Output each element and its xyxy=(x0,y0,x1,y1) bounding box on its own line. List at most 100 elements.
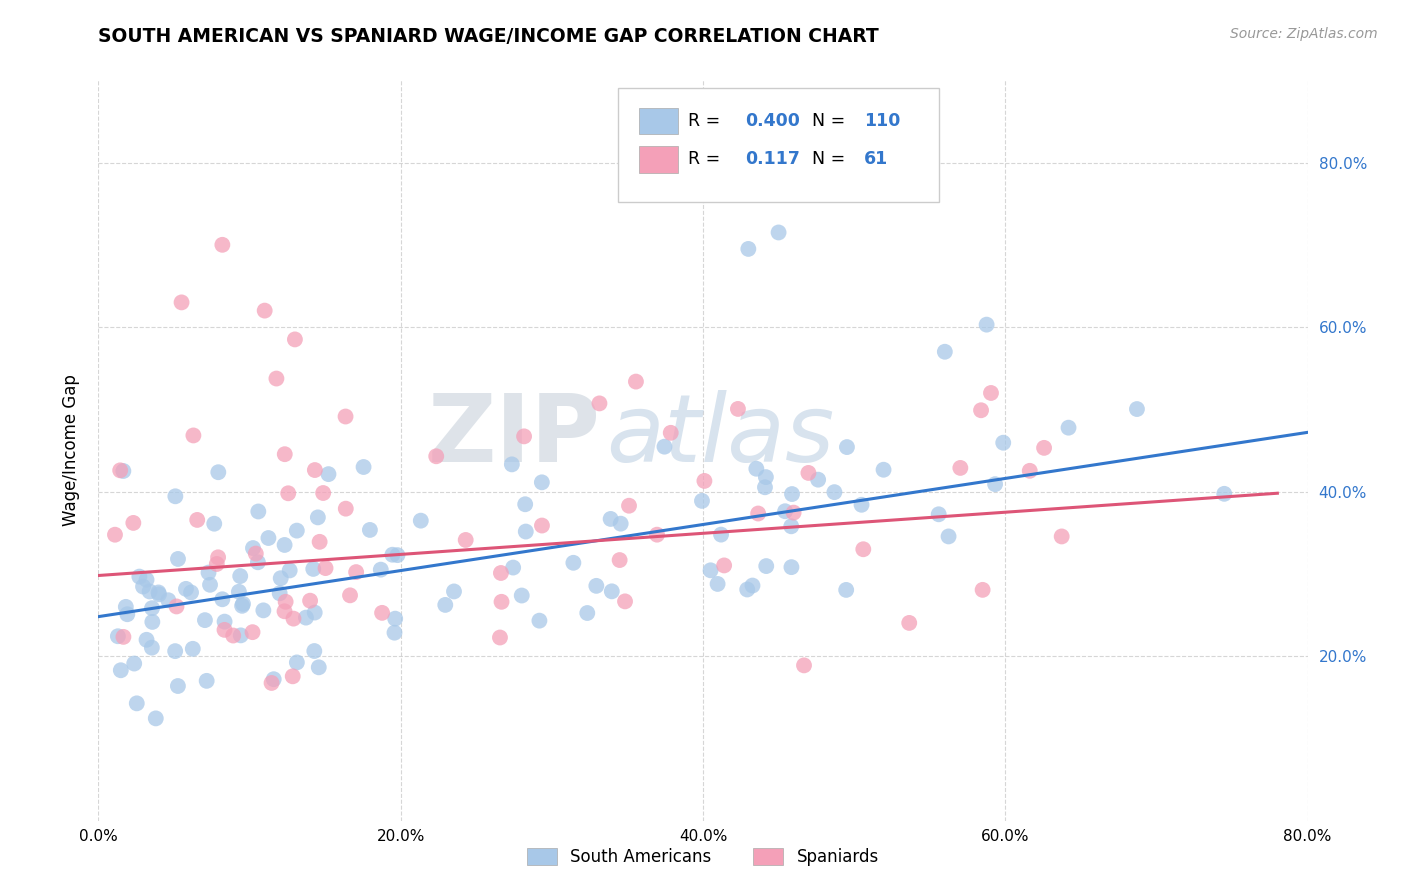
Point xyxy=(108,463,131,477)
Point xyxy=(773,504,796,518)
Point xyxy=(148,587,170,601)
Point xyxy=(710,527,733,541)
Point xyxy=(207,465,229,479)
Point xyxy=(807,473,830,487)
Point xyxy=(174,582,197,596)
Point xyxy=(135,632,157,647)
Point xyxy=(835,440,858,454)
Point xyxy=(600,584,623,599)
Text: R =: R = xyxy=(689,151,731,169)
Point xyxy=(285,656,308,670)
Point xyxy=(434,598,457,612)
Point xyxy=(609,553,631,567)
Point xyxy=(693,474,716,488)
Point xyxy=(170,295,193,310)
Point xyxy=(501,458,523,472)
Point xyxy=(976,318,998,332)
Point xyxy=(242,625,264,640)
Point xyxy=(934,344,956,359)
Point xyxy=(211,237,233,252)
Point xyxy=(107,629,129,643)
Point xyxy=(797,466,820,480)
Text: 110: 110 xyxy=(863,112,900,130)
Point xyxy=(141,615,163,629)
Text: Source: ZipAtlas.com: Source: ZipAtlas.com xyxy=(1230,27,1378,41)
Point xyxy=(270,571,292,585)
Point xyxy=(167,552,190,566)
Point xyxy=(114,599,136,614)
Point xyxy=(207,550,229,565)
Point xyxy=(232,597,254,611)
Point xyxy=(245,547,267,561)
Point xyxy=(135,573,157,587)
Point xyxy=(491,595,513,609)
Point xyxy=(970,403,993,417)
Point xyxy=(1057,420,1080,434)
Point xyxy=(835,582,858,597)
Point xyxy=(253,303,276,318)
Point xyxy=(308,660,330,674)
Point xyxy=(295,610,318,624)
Point xyxy=(754,480,776,494)
Point xyxy=(370,563,392,577)
Point xyxy=(269,586,291,600)
Point xyxy=(202,516,225,531)
Point xyxy=(515,524,537,539)
Point xyxy=(257,531,280,545)
Point xyxy=(747,507,769,521)
Point xyxy=(1018,464,1040,478)
Point xyxy=(972,582,994,597)
Point xyxy=(222,628,245,642)
Point xyxy=(735,582,758,597)
Point xyxy=(782,506,804,520)
Point xyxy=(745,461,768,475)
Point xyxy=(384,612,406,626)
Point xyxy=(489,566,512,580)
Point xyxy=(1033,441,1056,455)
Point xyxy=(780,487,803,501)
Point xyxy=(614,594,637,608)
Point xyxy=(205,557,228,571)
Point xyxy=(585,579,607,593)
Point xyxy=(132,580,155,594)
Point xyxy=(281,669,304,683)
Point xyxy=(381,548,404,562)
Point xyxy=(304,463,326,477)
Point xyxy=(599,512,621,526)
Point xyxy=(186,513,208,527)
Point xyxy=(699,563,721,577)
Point xyxy=(122,516,145,530)
Point xyxy=(274,595,297,609)
Legend: South Americans, Spaniards: South Americans, Spaniards xyxy=(519,840,887,875)
Point xyxy=(617,499,640,513)
Point xyxy=(562,556,585,570)
Text: N =: N = xyxy=(811,112,851,130)
Point xyxy=(195,673,218,688)
Point xyxy=(993,435,1015,450)
Point xyxy=(529,614,551,628)
Text: N =: N = xyxy=(811,151,856,169)
Point xyxy=(318,467,340,482)
Point xyxy=(308,534,330,549)
Point xyxy=(1050,529,1073,543)
Point xyxy=(128,569,150,583)
Point xyxy=(793,658,815,673)
Point xyxy=(609,516,631,531)
Point xyxy=(315,561,337,575)
Text: 0.400: 0.400 xyxy=(745,112,800,130)
Point xyxy=(141,601,163,615)
Point xyxy=(353,460,375,475)
Point xyxy=(214,615,236,629)
Point xyxy=(242,541,264,555)
Point xyxy=(984,477,1007,491)
Point xyxy=(576,606,599,620)
Point xyxy=(231,599,253,613)
Point xyxy=(299,593,322,607)
Point xyxy=(278,563,301,577)
Point xyxy=(872,463,894,477)
FancyBboxPatch shape xyxy=(638,146,678,173)
Point xyxy=(165,644,187,658)
Text: 61: 61 xyxy=(863,151,889,169)
Point xyxy=(659,425,682,440)
Point xyxy=(112,464,135,478)
